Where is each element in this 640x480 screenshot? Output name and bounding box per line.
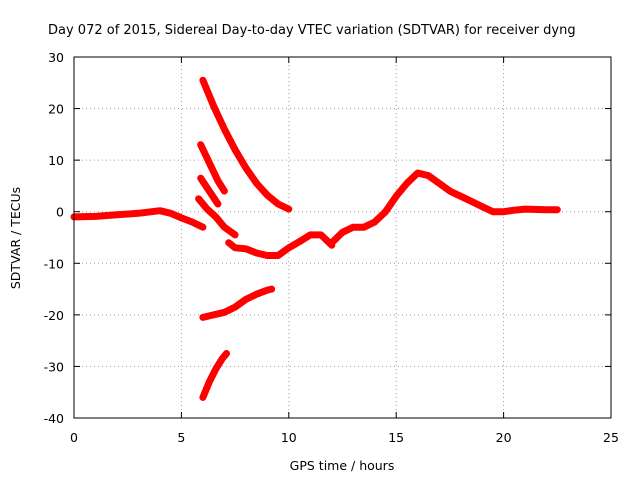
y-tick-label: -40 (44, 411, 64, 426)
series-arc-descending-2 (197, 141, 228, 195)
y-tick-label: 0 (56, 205, 64, 220)
x-tick-label: 25 (603, 430, 619, 445)
x-tick-label: 0 (70, 430, 78, 445)
x-axis-label: GPS time / hours (290, 458, 395, 473)
chart-title: Day 072 of 2015, Sidereal Day-to-day VTE… (48, 23, 576, 38)
axis-ticks: 0 5 10 15 20 25 -40 -30 -20 -10 0 10 20 30 (44, 50, 619, 445)
y-tick-label: 20 (48, 102, 64, 117)
series-arc-ascending-lowest (199, 350, 230, 401)
y-tick-label: 30 (48, 50, 64, 65)
series-arc-descending-high (199, 76, 293, 213)
y-tick-label: 10 (48, 153, 64, 168)
y-tick-label: -20 (44, 308, 64, 323)
series-arc-descending-4 (195, 195, 239, 239)
x-tick-label: 10 (281, 430, 297, 445)
series-arc-ascending-low (199, 285, 276, 321)
grid-lines (74, 57, 611, 418)
series-arc-rising-peak (328, 169, 561, 247)
x-tick-label: 20 (496, 430, 512, 445)
data-series-group (70, 76, 561, 401)
y-tick-label: -30 (44, 359, 64, 374)
y-tick-label: -10 (44, 256, 64, 271)
plot-frame (73, 56, 612, 419)
y-axis-label: SDTVAR / TECUs (8, 187, 23, 289)
series-main-trace (70, 207, 207, 231)
x-tick-label: 15 (388, 430, 404, 445)
x-tick-label: 5 (177, 430, 185, 445)
series-arc-valley (225, 231, 336, 259)
series-arc-descending-3 (197, 174, 222, 208)
